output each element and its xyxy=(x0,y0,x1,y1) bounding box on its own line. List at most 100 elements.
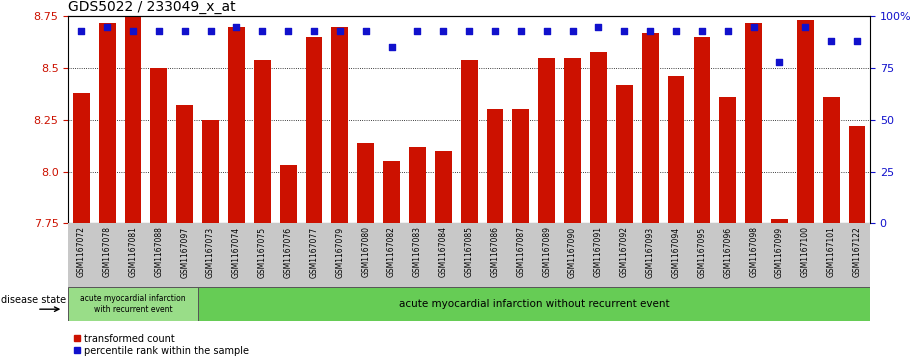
Bar xyxy=(486,109,504,223)
Text: GSM1167091: GSM1167091 xyxy=(594,227,603,277)
Point xyxy=(462,28,476,34)
Text: GSM1167088: GSM1167088 xyxy=(154,227,163,277)
Text: disease state: disease state xyxy=(1,295,66,305)
Bar xyxy=(150,68,168,223)
Text: GSM1167086: GSM1167086 xyxy=(490,227,499,277)
Text: GSM1167085: GSM1167085 xyxy=(465,227,474,277)
Point xyxy=(307,28,322,34)
Bar xyxy=(228,27,245,223)
Bar xyxy=(461,60,477,223)
Bar xyxy=(720,97,736,223)
Point xyxy=(100,24,115,30)
Text: GSM1167092: GSM1167092 xyxy=(619,227,629,277)
Text: GSM1167094: GSM1167094 xyxy=(671,227,681,278)
Point xyxy=(74,28,88,34)
Point xyxy=(643,28,658,34)
Bar xyxy=(177,105,193,223)
Text: GSM1167087: GSM1167087 xyxy=(517,227,526,277)
Bar xyxy=(590,52,607,223)
Point xyxy=(281,28,295,34)
Bar xyxy=(693,37,711,223)
Bar xyxy=(564,58,581,223)
Bar xyxy=(823,97,840,223)
Bar xyxy=(641,33,659,223)
Bar xyxy=(538,58,555,223)
Text: GSM1167095: GSM1167095 xyxy=(698,227,706,278)
Legend: transformed count, percentile rank within the sample: transformed count, percentile rank withi… xyxy=(73,334,249,356)
Point xyxy=(798,24,813,30)
Text: GSM1167074: GSM1167074 xyxy=(232,227,241,278)
Point xyxy=(617,28,631,34)
Bar xyxy=(616,85,633,223)
Point xyxy=(514,28,528,34)
Bar xyxy=(280,165,297,223)
Point xyxy=(669,28,683,34)
Text: GSM1167093: GSM1167093 xyxy=(646,227,655,278)
Bar xyxy=(73,93,89,223)
Text: acute myocardial infarction
with recurrent event: acute myocardial infarction with recurre… xyxy=(80,294,186,314)
Point xyxy=(539,28,554,34)
Text: GSM1167075: GSM1167075 xyxy=(258,227,267,278)
Bar xyxy=(668,76,684,223)
Bar xyxy=(332,27,348,223)
Bar xyxy=(305,37,322,223)
Point xyxy=(850,38,865,44)
Bar xyxy=(68,287,198,321)
Bar xyxy=(849,126,865,223)
Bar xyxy=(409,147,425,223)
Text: GSM1167083: GSM1167083 xyxy=(413,227,422,277)
Text: GSM1167084: GSM1167084 xyxy=(439,227,448,277)
Point xyxy=(487,28,502,34)
Text: GSM1167077: GSM1167077 xyxy=(310,227,319,278)
Point xyxy=(358,28,373,34)
Text: GSM1167082: GSM1167082 xyxy=(387,227,396,277)
Bar xyxy=(435,151,452,223)
Text: GSM1167076: GSM1167076 xyxy=(283,227,292,278)
Point xyxy=(591,24,606,30)
Text: GSM1167089: GSM1167089 xyxy=(542,227,551,277)
Point xyxy=(566,28,580,34)
Point xyxy=(126,28,140,34)
Text: GSM1167072: GSM1167072 xyxy=(77,227,86,277)
Point xyxy=(436,28,451,34)
Text: GSM1167100: GSM1167100 xyxy=(801,227,810,277)
Text: GSM1167078: GSM1167078 xyxy=(103,227,112,277)
Text: GSM1167098: GSM1167098 xyxy=(749,227,758,277)
Text: GSM1167079: GSM1167079 xyxy=(335,227,344,278)
Text: acute myocardial infarction without recurrent event: acute myocardial infarction without recu… xyxy=(398,299,669,309)
Bar xyxy=(771,219,788,223)
Bar xyxy=(384,161,400,223)
Point xyxy=(384,44,399,50)
Text: GSM1167096: GSM1167096 xyxy=(723,227,732,278)
Point xyxy=(151,28,166,34)
Point xyxy=(824,38,838,44)
Point xyxy=(333,28,347,34)
Text: GSM1167099: GSM1167099 xyxy=(775,227,784,278)
Bar xyxy=(202,120,219,223)
Text: GSM1167080: GSM1167080 xyxy=(362,227,370,277)
Point xyxy=(255,28,270,34)
Bar xyxy=(745,23,762,223)
Text: GSM1167090: GSM1167090 xyxy=(568,227,577,278)
Point xyxy=(721,28,735,34)
Point xyxy=(203,28,218,34)
Bar xyxy=(125,16,141,223)
Text: GSM1167073: GSM1167073 xyxy=(206,227,215,278)
Text: GSM1167081: GSM1167081 xyxy=(128,227,138,277)
Bar xyxy=(797,20,814,223)
Point xyxy=(230,24,244,30)
Text: GDS5022 / 233049_x_at: GDS5022 / 233049_x_at xyxy=(68,0,236,14)
Text: GSM1167122: GSM1167122 xyxy=(853,227,862,277)
Point xyxy=(694,28,709,34)
Point xyxy=(178,28,192,34)
Text: GSM1167101: GSM1167101 xyxy=(826,227,835,277)
Bar xyxy=(513,109,529,223)
Bar xyxy=(357,143,374,223)
Point xyxy=(746,24,761,30)
Text: GSM1167097: GSM1167097 xyxy=(180,227,189,278)
Bar xyxy=(254,60,271,223)
Point xyxy=(410,28,425,34)
Bar xyxy=(198,287,870,321)
Bar xyxy=(98,23,116,223)
Point xyxy=(773,59,787,65)
